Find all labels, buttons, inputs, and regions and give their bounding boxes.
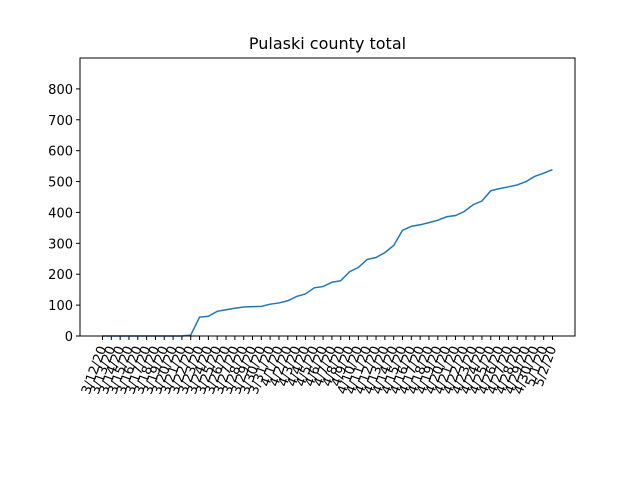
y-tick-label: 400 [48,206,73,221]
y-tick-label: 700 [48,114,73,129]
y-tick-label: 100 [48,299,73,314]
y-tick-label: 0 [65,330,73,345]
chart-title: Pulaski county total [249,34,406,53]
y-tick-label: 200 [48,268,73,283]
y-tick-label: 800 [48,83,73,98]
plot-frame [79,57,576,337]
y-tick-label: 300 [48,237,73,252]
y-tick-label: 600 [48,145,73,160]
y-tick-label: 500 [48,176,73,191]
